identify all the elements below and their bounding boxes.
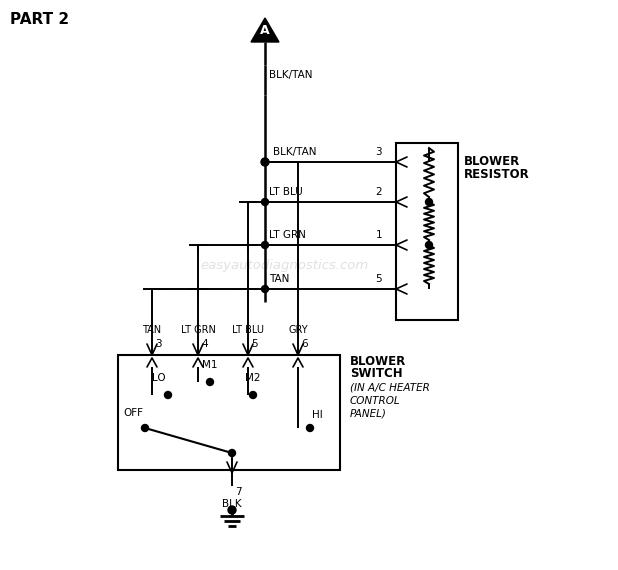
Circle shape <box>164 392 172 398</box>
Circle shape <box>426 198 433 206</box>
Text: BLK: BLK <box>222 499 242 509</box>
Text: PANEL): PANEL) <box>350 409 387 419</box>
Text: GRY: GRY <box>288 325 308 335</box>
Text: TAN: TAN <box>142 325 161 335</box>
Text: LT GRN: LT GRN <box>180 325 216 335</box>
Text: HI: HI <box>312 410 323 420</box>
Text: OFF: OFF <box>123 408 143 418</box>
Text: 4: 4 <box>201 339 208 349</box>
Text: easyautodiagnostics.com: easyautodiagnostics.com <box>201 259 369 271</box>
Text: M2: M2 <box>245 373 261 383</box>
Circle shape <box>229 450 235 457</box>
Circle shape <box>142 425 148 431</box>
Text: SWITCH: SWITCH <box>350 367 402 380</box>
Circle shape <box>261 286 268 292</box>
Text: LT BLU: LT BLU <box>232 325 264 335</box>
Bar <box>118 355 340 470</box>
Text: (IN A/C HEATER: (IN A/C HEATER <box>350 383 430 393</box>
Text: A: A <box>260 23 270 36</box>
Text: LO: LO <box>153 373 166 383</box>
Text: 5: 5 <box>375 274 382 284</box>
Text: BLOWER: BLOWER <box>350 355 406 368</box>
Circle shape <box>261 242 268 249</box>
Text: 1: 1 <box>375 230 382 240</box>
Polygon shape <box>251 18 279 42</box>
Circle shape <box>307 425 313 431</box>
Text: BLK/TAN: BLK/TAN <box>269 70 313 80</box>
Circle shape <box>250 392 256 398</box>
Text: 3: 3 <box>155 339 162 349</box>
Text: 6: 6 <box>301 339 308 349</box>
Text: LT BLU: LT BLU <box>269 187 303 197</box>
Circle shape <box>261 158 269 166</box>
Text: M1: M1 <box>202 360 218 370</box>
Circle shape <box>206 378 213 385</box>
Text: BLK/TAN: BLK/TAN <box>273 147 316 157</box>
Circle shape <box>228 506 236 514</box>
Text: BLOWER: BLOWER <box>464 155 520 168</box>
Text: 2: 2 <box>375 187 382 197</box>
Text: 5: 5 <box>251 339 258 349</box>
Text: PART 2: PART 2 <box>10 12 69 27</box>
Text: TAN: TAN <box>269 274 289 284</box>
Text: 7: 7 <box>235 487 242 497</box>
Bar <box>396 143 458 320</box>
Text: LT GRN: LT GRN <box>269 230 306 240</box>
Text: 3: 3 <box>375 147 382 157</box>
Text: RESISTOR: RESISTOR <box>464 168 530 181</box>
Text: CONTROL: CONTROL <box>350 396 400 406</box>
Circle shape <box>426 242 433 249</box>
Circle shape <box>261 198 268 206</box>
